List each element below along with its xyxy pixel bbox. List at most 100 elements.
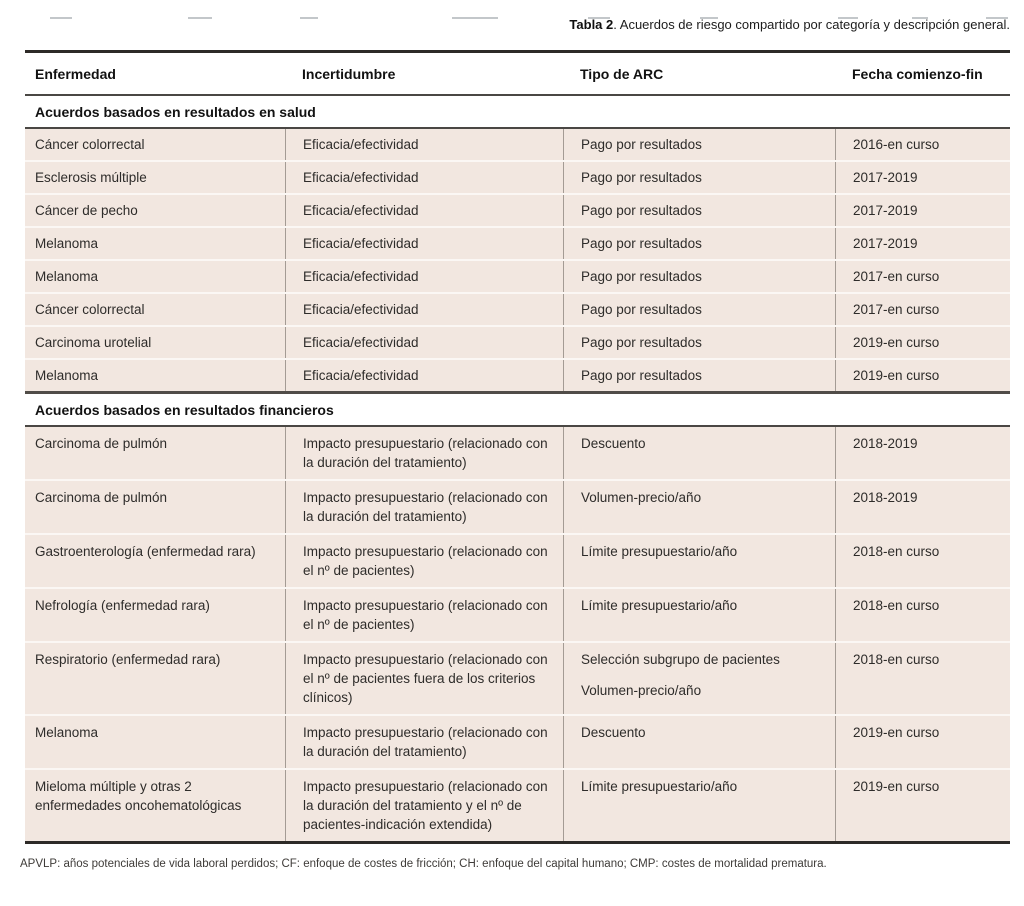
cell-enfermedad: Esclerosis múltiple	[25, 162, 285, 193]
table-row: Nefrología (enfermedad rara) Impacto pres…	[25, 587, 1010, 641]
section-header-financieros: Acuerdos basados en resultados financier…	[25, 394, 1010, 427]
table-row: Respiratorio (enfermedad rara) Impacto pr…	[25, 641, 1010, 714]
cell-incertidumbre: Impacto presupuestario (relacionado con …	[285, 770, 563, 841]
table-row: Carcinoma urotelial Eficacia/efectividad P…	[25, 325, 1010, 358]
cell-incertidumbre: Eficacia/efectividad	[285, 360, 563, 391]
table-caption-text: . Acuerdos de riesgo compartido por cate…	[613, 17, 1010, 32]
cell-fecha: 2018-en curso	[835, 643, 1010, 714]
cell-enfermedad: Melanoma	[25, 228, 285, 259]
column-header-enfermedad: Enfermedad	[35, 65, 116, 82]
cell-fecha: 2017-en curso	[835, 294, 1010, 325]
cell-enfermedad: Cáncer colorrectal	[25, 294, 285, 325]
cell-incertidumbre: Eficacia/efectividad	[285, 294, 563, 325]
cell-incertidumbre: Impacto presupuestario (relacionado con …	[285, 481, 563, 533]
cell-fecha: 2018-en curso	[835, 589, 1010, 641]
table-row: Carcinoma de pulmón Impacto presupuestari…	[25, 427, 1010, 479]
column-header-fecha: Fecha comienzo-fin	[852, 65, 983, 82]
cell-fecha: 2016-en curso	[835, 129, 1010, 160]
cell-tipo-arc: Pago por resultados	[563, 129, 835, 160]
cell-incertidumbre: Impacto presupuestario (relacionado con …	[285, 643, 563, 714]
cell-incertidumbre: Eficacia/efectividad	[285, 261, 563, 292]
cell-tipo-arc: Límite presupuestario/año	[563, 589, 835, 641]
arc-table: Enfermedad Incertidumbre Tipo de ARC Fec…	[25, 50, 1010, 844]
section-rows-financieros: Carcinoma de pulmón Impacto presupuestari…	[25, 427, 1010, 844]
cell-tipo-arc: Pago por resultados	[563, 360, 835, 391]
cell-incertidumbre: Eficacia/efectividad	[285, 228, 563, 259]
cell-enfermedad: Carcinoma de pulmón	[25, 481, 285, 533]
cell-incertidumbre: Eficacia/efectividad	[285, 195, 563, 226]
table-row: Melanoma Eficacia/efectividad Pago por res…	[25, 226, 1010, 259]
cell-fecha: 2019-en curso	[835, 327, 1010, 358]
tipo-arc-entry: Pago por resultados	[581, 137, 702, 152]
cell-enfermedad: Mieloma múltiple y otras 2 enfermedades …	[25, 770, 285, 841]
cell-tipo-arc: Volumen-precio/año	[563, 481, 835, 533]
cell-fecha: 2018-2019	[835, 481, 1010, 533]
cell-tipo-arc: Pago por resultados	[563, 294, 835, 325]
tipo-arc-entry: Pago por resultados	[581, 203, 702, 218]
cell-enfermedad: Carcinoma de pulmón	[25, 427, 285, 479]
cell-tipo-arc: Descuento	[563, 716, 835, 768]
table-row: Melanoma Impacto presupuestario (relacion…	[25, 714, 1010, 768]
tipo-arc-entry: Pago por resultados	[581, 302, 702, 317]
table-row: Mieloma múltiple y otras 2 enfermedades …	[25, 768, 1010, 841]
table-caption-label: Tabla 2	[569, 17, 614, 32]
cell-tipo-arc: Límite presupuestario/año	[563, 535, 835, 587]
cell-incertidumbre: Eficacia/efectividad	[285, 327, 563, 358]
cell-tipo-arc: Pago por resultados	[563, 228, 835, 259]
cell-enfermedad: Melanoma	[25, 360, 285, 391]
column-header-tipo-arc: Tipo de ARC	[580, 65, 664, 82]
tipo-arc-entry: Descuento	[581, 436, 646, 451]
table-row: Cáncer colorrectal Eficacia/efectividad Pa…	[25, 129, 1010, 160]
cell-fecha: 2017-2019	[835, 162, 1010, 193]
table-row: Melanoma Eficacia/efectividad Pago por res…	[25, 358, 1010, 391]
table-header-row: Enfermedad Incertidumbre Tipo de ARC Fec…	[25, 50, 1010, 96]
cell-incertidumbre: Eficacia/efectividad	[285, 162, 563, 193]
cell-tipo-arc: Selección subgrupo de pacientes Volumen-p…	[563, 643, 835, 714]
table-footnote: APVLP: años potenciales de vida laboral …	[20, 858, 827, 870]
cell-fecha: 2018-2019	[835, 427, 1010, 479]
cell-tipo-arc: Pago por resultados	[563, 162, 835, 193]
cell-fecha: 2019-en curso	[835, 770, 1010, 841]
tipo-arc-entry: Pago por resultados	[581, 335, 702, 350]
cell-tipo-arc: Descuento	[563, 427, 835, 479]
cell-tipo-arc: Pago por resultados	[563, 327, 835, 358]
cell-incertidumbre: Impacto presupuestario (relacionado con …	[285, 535, 563, 587]
section-resultados-salud: Acuerdos basados en resultados en salud …	[25, 96, 1010, 394]
tipo-arc-entry: Límite presupuestario/año	[581, 544, 738, 559]
cell-tipo-arc: Límite presupuestario/año	[563, 770, 835, 841]
cell-fecha: 2017-2019	[835, 195, 1010, 226]
section-resultados-financieros: Acuerdos basados en resultados financier…	[25, 394, 1010, 844]
cell-fecha: 2018-en curso	[835, 535, 1010, 587]
cell-incertidumbre: Impacto presupuestario (relacionado con …	[285, 589, 563, 641]
tipo-arc-entry: Volumen-precio/año	[581, 683, 702, 698]
cell-enfermedad: Respiratorio (enfermedad rara)	[25, 643, 285, 714]
tipo-arc-entry: Límite presupuestario/año	[581, 598, 738, 613]
cell-fecha: 2019-en curso	[835, 360, 1010, 391]
section-header-salud: Acuerdos basados en resultados en salud	[25, 96, 1010, 129]
cell-fecha: 2017-2019	[835, 228, 1010, 259]
table-row: Melanoma Eficacia/efectividad Pago por res…	[25, 259, 1010, 292]
cell-incertidumbre: Eficacia/efectividad	[285, 129, 563, 160]
table-row: Cáncer de pecho Eficacia/efectividad Pago …	[25, 193, 1010, 226]
table-row: Gastroenterología (enfermedad rara) Impac…	[25, 533, 1010, 587]
cell-enfermedad: Cáncer colorrectal	[25, 129, 285, 160]
tipo-arc-entry: Descuento	[581, 725, 646, 740]
cell-incertidumbre: Impacto presupuestario (relacionado con …	[285, 427, 563, 479]
cell-enfermedad: Melanoma	[25, 716, 285, 768]
cell-fecha: 2019-en curso	[835, 716, 1010, 768]
tipo-arc-entry: Pago por resultados	[581, 368, 702, 383]
cell-enfermedad: Cáncer de pecho	[25, 195, 285, 226]
tipo-arc-entry: Pago por resultados	[581, 236, 702, 251]
cell-fecha: 2017-en curso	[835, 261, 1010, 292]
table-row: Cáncer colorrectal Eficacia/efectividad Pa…	[25, 292, 1010, 325]
cell-enfermedad: Melanoma	[25, 261, 285, 292]
table-row: Carcinoma de pulmón Impacto presupuestari…	[25, 479, 1010, 533]
column-header-incertidumbre: Incertidumbre	[302, 65, 396, 82]
cell-incertidumbre: Impacto presupuestario (relacionado con …	[285, 716, 563, 768]
table-row: Esclerosis múltiple Eficacia/efectividad P…	[25, 160, 1010, 193]
cell-enfermedad: Nefrología (enfermedad rara)	[25, 589, 285, 641]
tipo-arc-entry: Pago por resultados	[581, 269, 702, 284]
cell-tipo-arc: Pago por resultados	[563, 261, 835, 292]
cell-enfermedad: Gastroenterología (enfermedad rara)	[25, 535, 285, 587]
cell-tipo-arc: Pago por resultados	[563, 195, 835, 226]
